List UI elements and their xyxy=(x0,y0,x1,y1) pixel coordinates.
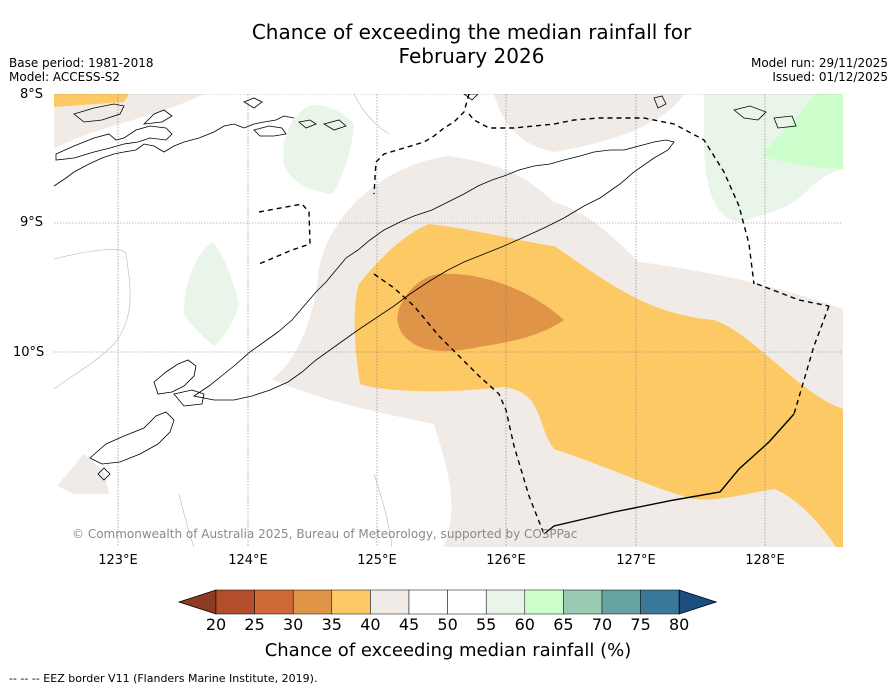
gridlines xyxy=(54,94,843,547)
zone-35-40 xyxy=(54,94,129,107)
colorbar xyxy=(177,589,718,615)
colorbar-segment xyxy=(370,589,410,615)
zone-55-60-west xyxy=(184,242,239,346)
zone-40-45-northwest xyxy=(54,94,204,149)
colorbar-arrow-high xyxy=(678,589,718,615)
title-line-2: February 2026 xyxy=(398,44,545,68)
colorbar-tick-label: 70 xyxy=(591,615,613,634)
coastline-timor xyxy=(192,139,675,401)
colorbar-segment xyxy=(292,589,333,615)
colorbar-tick-label: 50 xyxy=(437,615,458,634)
map-title: Chance of exceeding the median rainfall … xyxy=(0,20,896,68)
colorbar-tick-label: 55 xyxy=(476,615,497,634)
lon-label-126e: 126°E xyxy=(486,553,526,568)
colorbar-segment xyxy=(524,589,564,615)
meta-right: Model run: 29/11/2025 Issued: 01/12/2025 xyxy=(751,56,888,84)
colorbar-arrow-low xyxy=(177,589,217,615)
colorbar-segment xyxy=(254,589,294,615)
colorbar-tick-label: 80 xyxy=(669,615,690,634)
issued-date: Issued: 01/12/2025 xyxy=(772,70,888,84)
colorbar-segment xyxy=(485,589,526,615)
colorbar-tick-label: 25 xyxy=(244,615,265,634)
coastline-flores xyxy=(54,115,295,187)
lon-label-127e: 127°E xyxy=(616,553,656,568)
lon-label-124e: 124°E xyxy=(228,553,268,568)
lat-label-10s: 10°S xyxy=(13,345,45,360)
land-border xyxy=(543,413,795,535)
eez-border xyxy=(258,94,830,535)
colorbar-segment xyxy=(640,589,680,615)
base-period: Base period: 1981-2018 xyxy=(9,56,154,70)
colorbar-segment xyxy=(447,589,487,615)
colorbar-segment xyxy=(563,589,603,615)
title-line-1: Chance of exceeding the median rainfall … xyxy=(251,20,692,44)
colorbar-segment xyxy=(331,589,371,615)
colorbar-segment xyxy=(408,589,448,615)
coastline-sumba xyxy=(89,411,175,465)
lon-label-128e: 128°E xyxy=(745,553,785,568)
colorbar-tick-label: 75 xyxy=(630,615,651,634)
colorbar-tick-label: 35 xyxy=(321,615,342,634)
eez-legend-footer: -- -- -- EEZ border V11 (Flanders Marine… xyxy=(9,672,318,685)
colorbar-tick-label: 65 xyxy=(553,615,574,634)
copyright-notice: © Commonwealth of Australia 2025, Bureau… xyxy=(72,527,578,541)
zone-55-60-north-central xyxy=(283,105,354,194)
model-run: Model run: 29/11/2025 xyxy=(750,56,888,70)
zone-40-45-top xyxy=(494,94,684,152)
colorbar-tick-label: 60 xyxy=(514,615,535,634)
map-plot xyxy=(54,94,843,547)
zone-60-65 xyxy=(762,94,843,169)
colorbar-tick-label: 40 xyxy=(360,615,381,634)
colorbar-tick-label: 45 xyxy=(398,615,420,634)
model-name: Model: ACCESS-S2 xyxy=(9,70,121,84)
lon-label-123e: 123°E xyxy=(98,553,138,568)
contour-lines xyxy=(54,94,393,547)
colorbar-segment xyxy=(215,589,255,615)
lat-label-8s: 8°S xyxy=(20,87,44,102)
zone-40-45-southwest xyxy=(57,454,109,494)
colorbar-label: Chance of exceeding median rainfall (%) xyxy=(264,640,632,661)
zone-30-35 xyxy=(397,273,564,352)
colorbar-tick-label: 20 xyxy=(205,615,227,634)
coastlines xyxy=(54,94,797,481)
meta-left: Base period: 1981-2018 Model: ACCESS-S2 xyxy=(9,56,154,84)
colorbar-segment xyxy=(601,589,641,615)
colorbar-tick-label: 30 xyxy=(283,615,304,634)
lon-label-125e: 125°E xyxy=(357,553,397,568)
lat-label-9s: 9°S xyxy=(20,215,44,230)
coastline-alor xyxy=(153,359,197,395)
